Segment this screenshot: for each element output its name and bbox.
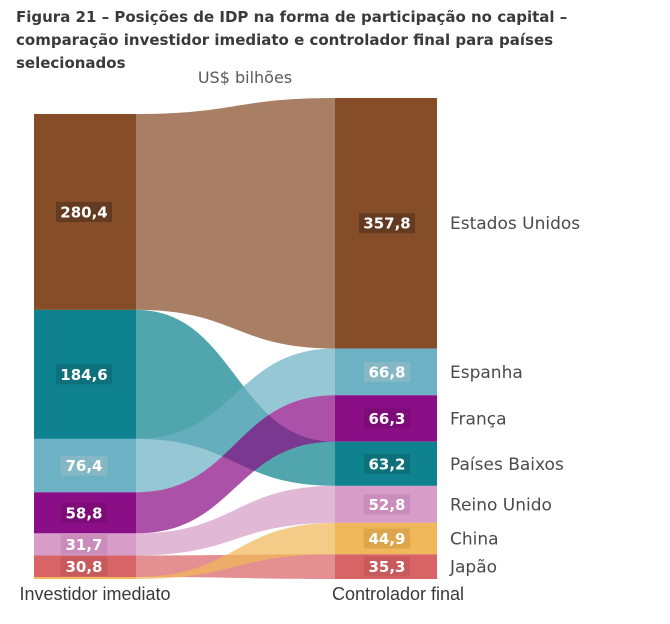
flow-espanha — [136, 348, 335, 493]
flow-franca — [136, 395, 335, 534]
right-value-estados-unidos: 357,8 — [363, 215, 410, 233]
left-value-box-espanha — [60, 455, 108, 476]
left-value-box-franca — [60, 502, 108, 523]
left-axis-label: Investidor imediato — [19, 584, 170, 604]
country-label-paises-baixos: Países Baixos — [450, 455, 564, 475]
country-label-japao: Japão — [449, 558, 497, 578]
country-labels: Estados Unidos Espanha França Países Baixos… — [449, 214, 580, 577]
flows — [136, 98, 335, 579]
right-value-box-japao — [363, 556, 411, 577]
left-bar-china — [34, 577, 136, 579]
right-value-reino-unido: 52,8 — [368, 496, 405, 514]
right-value-box-estados-unidos — [359, 213, 415, 234]
left-value-box-estados-unidos — [56, 201, 112, 222]
left-value-japao: 30,8 — [65, 558, 102, 576]
left-value-franca: 58,8 — [65, 504, 102, 522]
right-value-china: 44,9 — [368, 530, 405, 548]
right-value-japao: 35,3 — [368, 558, 405, 576]
right-value-box-franca — [363, 408, 411, 429]
left-value-reino-unido: 31,7 — [65, 536, 102, 554]
country-label-franca: França — [450, 409, 507, 429]
flow-china — [136, 522, 335, 579]
right-value-box-espanha — [363, 361, 411, 382]
country-label-reino-unido: Reino Unido — [450, 495, 552, 515]
country-label-espanha: Espanha — [450, 363, 523, 383]
left-value-espanha: 76,4 — [65, 457, 102, 475]
right-value-box-reino-unido — [363, 494, 411, 515]
left-value-box-reino-unido — [60, 534, 108, 555]
value-labels: 280,4 184,6 76,4 58,8 31,7 30,8 357,8 66,8 66,3 6… — [56, 201, 415, 577]
flow-estados-unidos — [136, 98, 335, 349]
right-value-espanha: 66,8 — [368, 363, 405, 381]
right-value-franca: 66,3 — [368, 410, 405, 428]
left-value-estados-unidos: 280,4 — [60, 203, 107, 221]
country-label-china: China — [450, 530, 499, 550]
flow-reino-unido — [136, 485, 335, 556]
left-value-box-paises-baixos — [56, 364, 112, 385]
unit-label: US$ bilhões — [198, 68, 292, 87]
country-label-estados-unidos: Estados Unidos — [450, 214, 580, 234]
left-value-box-japao — [60, 556, 108, 577]
right-value-box-china — [363, 528, 411, 549]
right-value-paises-baixos: 63,2 — [368, 455, 405, 473]
left-value-paises-baixos: 184,6 — [60, 366, 107, 384]
right-axis-label: Controlador final — [332, 584, 464, 604]
left-column — [34, 114, 136, 579]
right-value-box-paises-baixos — [363, 453, 411, 474]
chart-title: Figura 21 – Posições de IDP na forma de … — [16, 8, 568, 72]
